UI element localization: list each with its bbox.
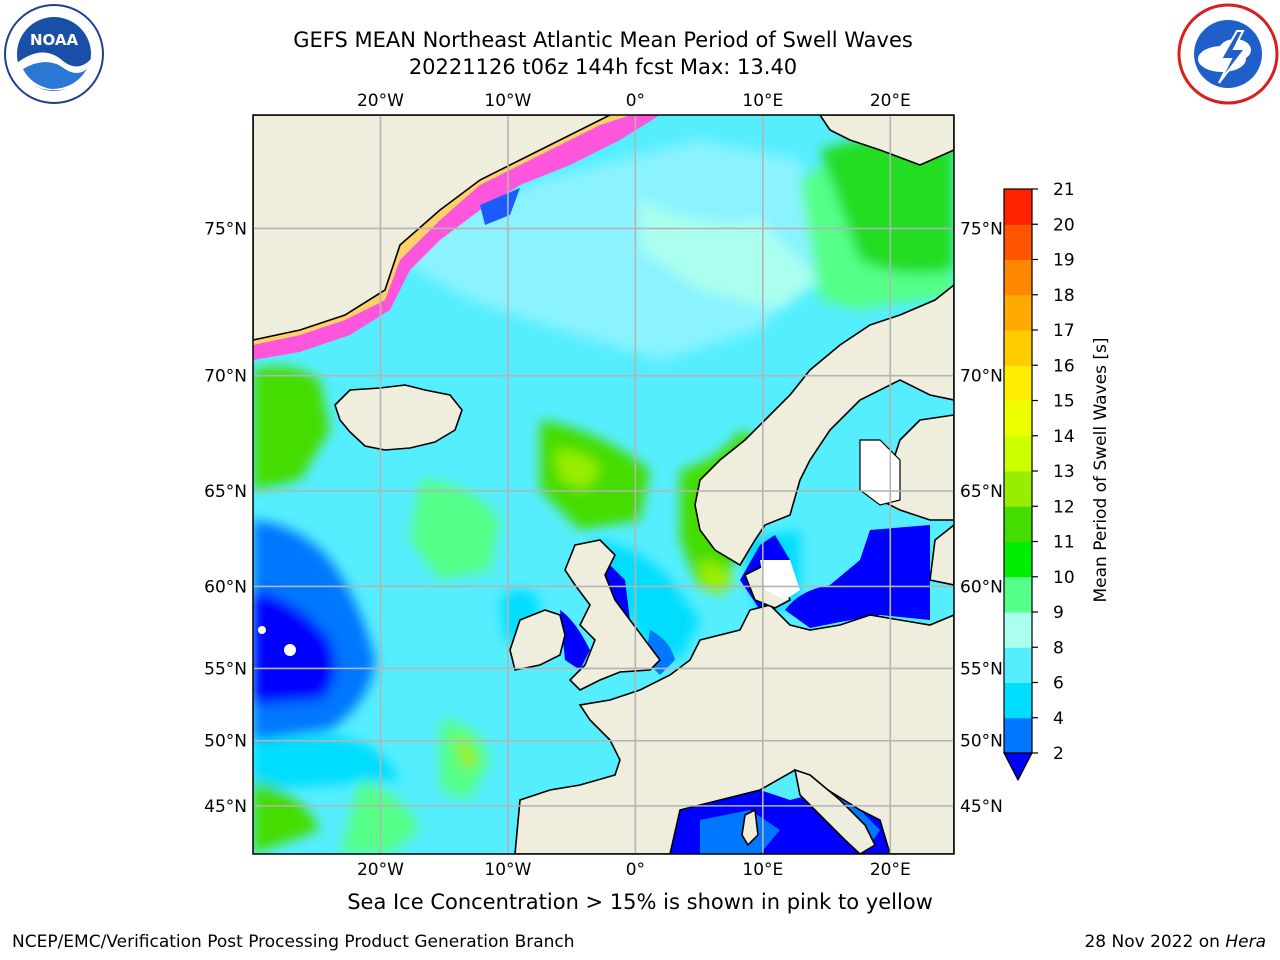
colorbar-segment (1004, 506, 1032, 542)
producer-credit: NCEP/EMC/Verification Post Processing Pr… (12, 932, 575, 952)
iceland-land (334, 384, 463, 451)
colorbar-segment (1004, 647, 1032, 683)
colorbar-segment (1004, 717, 1032, 754)
colorbar-segment (1004, 576, 1032, 613)
colorbar: 2 4 6 8 9 10 11 12 13 14 15 16 17 18 19 20 21 (1003, 180, 1075, 782)
graticule (253, 115, 954, 854)
colorbar-tick-label: 8 (1053, 638, 1064, 658)
run-date-credit: 28 Nov 2022 on Hera (1084, 932, 1266, 952)
sea-ice-footnote: Sea Ice Concentration > 15% is shown in … (347, 890, 933, 914)
colorbar-segment (1004, 189, 1032, 225)
latitude-tick-label: 55°N (960, 659, 1003, 679)
longitude-tick-label: 10°W (484, 91, 531, 111)
longitude-labels-bottom: 20°W 10°W 0° 10°E 20°E (357, 860, 911, 880)
latitude-tick-label: 45°N (204, 797, 247, 817)
colorbar-label: Mean Period of Swell Waves [s] (1091, 338, 1111, 603)
colorbar-segment (1004, 471, 1032, 507)
latitude-tick-label: 65°N (204, 482, 247, 502)
latitude-tick-label: 55°N (204, 659, 247, 679)
latitude-tick-label: 65°N (960, 482, 1003, 502)
colorbar-tick-label: 10 (1053, 568, 1075, 588)
colorbar-segment (1004, 294, 1032, 331)
colorbar-segment (1004, 541, 1032, 578)
national-weather-service-logo-icon (1177, 3, 1279, 105)
swell-period-field (253, 130, 954, 854)
colorbar-segment (1004, 330, 1032, 366)
colorbar-tick-label: 9 (1053, 603, 1064, 623)
map-title: GEFS MEAN Northeast Atlantic Mean Period… (293, 28, 913, 52)
map-subtitle: 20221126 t06z 144h fcst Max: 13.40 (408, 55, 798, 79)
svg-text:NOAA: NOAA (30, 31, 79, 49)
ireland-land (509, 609, 566, 671)
longitude-tick-label: 20°W (357, 860, 404, 880)
colorbar-extend-min (1003, 752, 1033, 782)
baltic-sea-field (785, 525, 930, 628)
noaa-logo-icon: NOAA (4, 4, 104, 104)
colorbar-tick-label: 12 (1053, 497, 1075, 517)
longitude-tick-label: 20°E (870, 91, 911, 111)
latitude-tick-label: 45°N (960, 797, 1003, 817)
colorbar-segment (1004, 435, 1032, 472)
colorbar-segment (1004, 612, 1032, 648)
scandinavia-land (694, 283, 954, 567)
colorbar-segment (1004, 365, 1032, 401)
latitude-tick-label: 50°N (204, 732, 247, 752)
latitude-tick-label: 70°N (204, 367, 247, 387)
greenland-land (253, 115, 611, 341)
longitude-tick-label: 10°E (742, 860, 783, 880)
svalbard-land (819, 115, 954, 166)
longitude-tick-label: 10°W (484, 860, 531, 880)
colorbar-tick-label: 2 (1053, 744, 1064, 764)
latitude-tick-label: 50°N (960, 732, 1003, 752)
latitude-tick-label: 75°N (204, 219, 247, 239)
latitude-tick-label: 70°N (960, 367, 1003, 387)
map-frame (252, 114, 955, 855)
great-britain-land (564, 539, 662, 691)
land-masses (253, 115, 954, 854)
longitude-tick-label: 20°W (357, 91, 404, 111)
colorbar-segment (1004, 400, 1032, 437)
colorbar-tick-label: 13 (1053, 462, 1075, 482)
longitude-tick-label: 20°E (870, 860, 911, 880)
colorbar-tick-label: 15 (1053, 392, 1075, 412)
colorbar-tick-label: 21 (1053, 180, 1075, 200)
latitude-tick-label: 60°N (960, 577, 1003, 597)
colorbar-segment (1004, 224, 1032, 260)
host-name: Hera (1225, 932, 1266, 952)
colorbar-segment (1004, 259, 1032, 296)
latitude-tick-label: 75°N (960, 219, 1003, 239)
longitude-tick-label: 10°E (742, 91, 783, 111)
italy-land (793, 768, 877, 854)
longitude-labels-top: 20°W 10°W 0° 10°E 20°E (357, 91, 911, 111)
colorbar-tick-label: 20 (1053, 215, 1075, 235)
colorbar-tick-label: 17 (1053, 321, 1075, 341)
longitude-tick-label: 0° (626, 860, 645, 880)
colorbar-tick-label: 4 (1053, 709, 1064, 729)
colorbar-tick-label: 19 (1053, 251, 1075, 271)
colorbar-tick-label: 16 (1053, 356, 1075, 376)
sea-ice-band (253, 115, 660, 360)
latitude-tick-label: 60°N (204, 577, 247, 597)
colorbar-tick-label: 14 (1053, 427, 1075, 447)
latitude-labels-left: 75°N 70°N 65°N 60°N 55°N 50°N 45°N (204, 219, 247, 816)
colorbar-tick-label: 18 (1053, 286, 1075, 306)
colorbar-segment (1004, 682, 1032, 719)
colorbar-tick-label: 11 (1053, 533, 1075, 553)
latitude-labels-right: 75°N 70°N 65°N 60°N 55°N 50°N 45°N (960, 219, 1003, 816)
colorbar-tick-label: 6 (1053, 674, 1064, 694)
longitude-tick-label: 0° (626, 91, 645, 111)
map-panel (253, 115, 954, 854)
